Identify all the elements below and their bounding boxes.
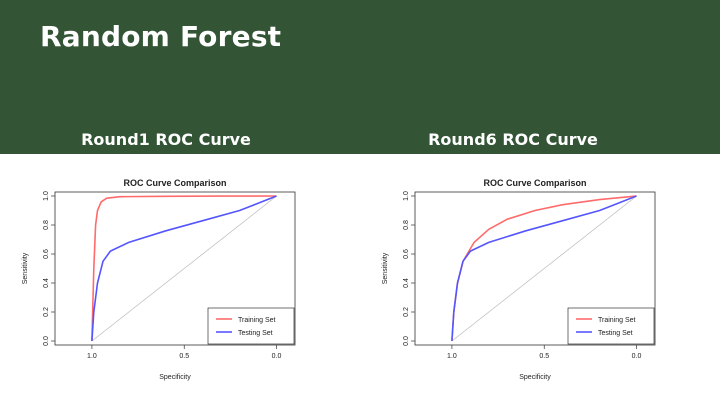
plot-frame xyxy=(54,191,296,346)
y-tick-label: 0.4 xyxy=(43,278,50,288)
x-tick-label: 1.0 xyxy=(87,353,97,360)
round1-heading: Round1 ROC Curve xyxy=(81,130,251,149)
legend-box xyxy=(207,307,295,345)
x-tick-label: 1.0 xyxy=(447,353,457,360)
page-title: Random Forest xyxy=(40,20,282,53)
x-tick-label: 0.0 xyxy=(632,353,642,360)
x-axis-label: Specificity xyxy=(519,374,551,381)
legend-label: Testing Set xyxy=(598,330,633,337)
roc-chart-round6: ROC Curve Comparison 0.0 0.2 0.4 0.6 0.8 1.0 1.… xyxy=(382,178,656,381)
y-tick-label: 0.0 xyxy=(403,336,410,346)
series-line-2 xyxy=(451,195,637,342)
y-tick-label: 1.0 xyxy=(43,191,50,201)
y-tick-label: 0.6 xyxy=(43,249,50,259)
x-tick-label: 0.5 xyxy=(539,353,549,360)
series-line-2 xyxy=(91,195,277,342)
y-tick-label: 0.2 xyxy=(43,307,50,317)
legend-label: Testing Set xyxy=(238,330,273,337)
x-axis-label: Specificity xyxy=(159,374,191,381)
header-banner: Random Forest Round1 ROC Curve Round6 RO… xyxy=(0,0,720,154)
series-line-1 xyxy=(91,195,277,342)
x-tick-label: 0.0 xyxy=(272,353,282,360)
y-tick-label: 0.0 xyxy=(43,336,50,346)
y-axis-label: Sensitivity xyxy=(382,252,389,284)
y-tick-label: 0.8 xyxy=(43,220,50,230)
chart-title: ROC Curve Comparison xyxy=(123,178,226,188)
legend-label: Training Set xyxy=(598,317,636,324)
y-tick-label: 0.2 xyxy=(403,307,410,317)
y-tick-label: 0.8 xyxy=(403,220,410,230)
y-tick-label: 0.6 xyxy=(403,249,410,259)
y-tick-label: 1.0 xyxy=(403,191,410,201)
x-tick-label: 0.5 xyxy=(179,353,189,360)
roc-chart-round1: ROC Curve Comparison 0.0 0.2 0.4 0.6 0.8 1.0 1.… xyxy=(22,178,296,381)
reference-diagonal xyxy=(451,195,637,342)
round6-heading: Round6 ROC Curve xyxy=(428,130,598,149)
legend-box xyxy=(567,307,655,345)
plot-frame xyxy=(414,191,656,346)
y-axis-label: Sensitivity xyxy=(22,252,29,284)
chart-title: ROC Curve Comparison xyxy=(483,178,586,188)
legend-label: Training Set xyxy=(238,317,276,324)
reference-diagonal xyxy=(91,195,277,342)
y-tick-label: 0.4 xyxy=(403,278,410,288)
